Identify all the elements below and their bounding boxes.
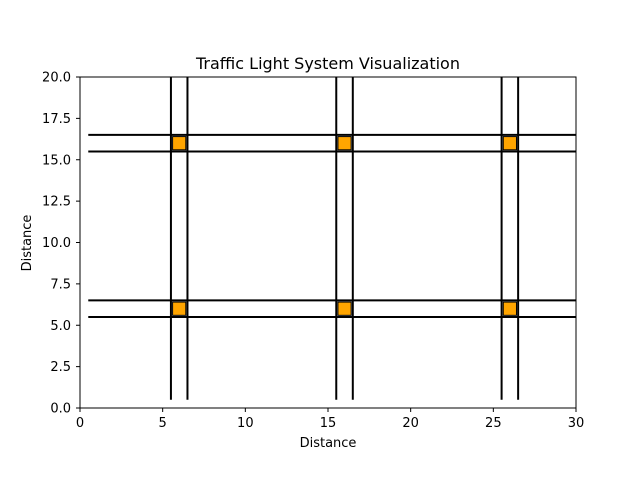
y-axis: 0.0 2.5 5.0 7.5 10.0 12.5 15.0 17.5 20.0 [42,71,80,417]
y-tick-label: 15.0 [42,153,71,168]
y-tick-label: 7.5 [50,277,71,292]
traffic-light-0 [172,301,187,316]
traffic-light-3 [172,136,187,151]
x-tick-label: 5 [159,416,167,431]
x-tick-label: 20 [402,416,419,431]
y-tick-label: 12.5 [42,195,71,210]
chart-title: Traffic Light System Visualization [195,54,460,73]
y-tick-label: 0.0 [50,402,71,417]
plot-area [88,77,576,400]
y-tick-label: 2.5 [50,360,71,375]
y-tick-label: 17.5 [42,112,71,127]
y-tick-label: 10.0 [42,236,71,251]
traffic-light-1 [337,301,352,316]
x-tick-label: 25 [485,416,502,431]
x-axis-label: Distance [300,436,357,451]
y-axis-label: Distance [20,215,35,272]
x-axis: 0 5 10 15 20 25 30 [76,408,584,431]
traffic-light-4 [337,136,352,151]
x-tick-label: 10 [237,416,254,431]
y-tick-label: 5.0 [50,319,71,334]
x-tick-label: 0 [76,416,84,431]
traffic-light-2 [502,301,517,316]
x-tick-label: 30 [568,416,585,431]
x-tick-label: 15 [320,416,337,431]
traffic-light-5 [502,136,517,151]
y-tick-label: 20.0 [42,71,71,86]
